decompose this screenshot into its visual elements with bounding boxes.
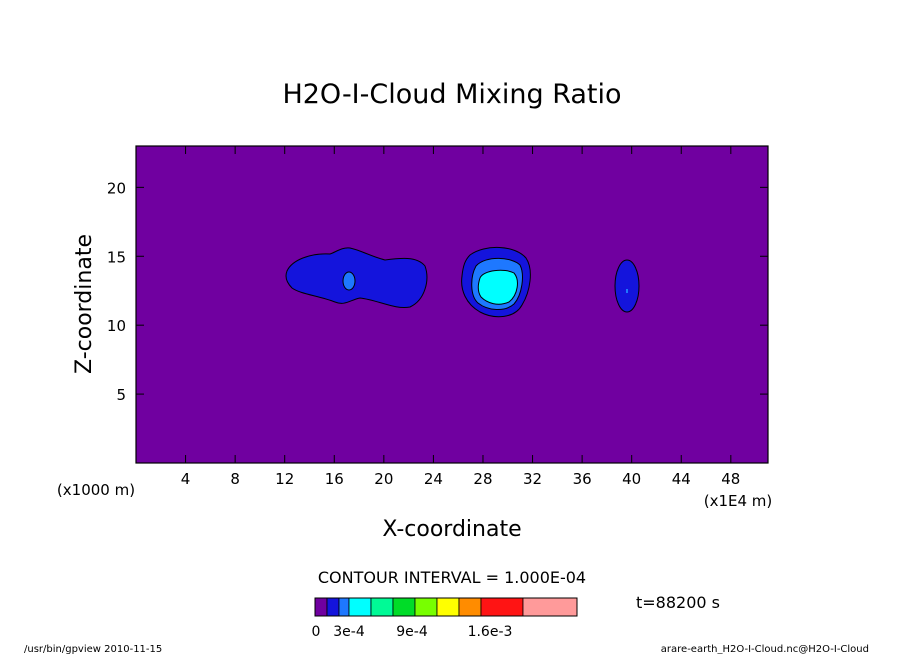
colorbar-frame bbox=[314, 597, 578, 617]
colorbar bbox=[314, 597, 578, 617]
y-axis: 5 10 15 20 bbox=[107, 179, 768, 404]
colorbar-swatch bbox=[392, 597, 416, 617]
y-tick-label: 5 bbox=[116, 386, 126, 404]
cloud-middle-core bbox=[477, 269, 518, 305]
plot-background bbox=[136, 146, 768, 463]
cloud-left-core bbox=[342, 271, 356, 291]
x-tick-label: 40 bbox=[622, 470, 641, 488]
colorbar-label: 0 bbox=[312, 624, 321, 640]
x-unit-left: (x1000 m) bbox=[57, 481, 135, 499]
colorbar-swatch bbox=[458, 597, 482, 617]
x-tick-label: 48 bbox=[721, 470, 740, 488]
x-tick-label: 44 bbox=[672, 470, 691, 488]
contour-interval-text: CONTOUR INTERVAL = 1.000E-04 bbox=[318, 568, 586, 587]
colorbar-swatch bbox=[480, 597, 524, 617]
x-tick-label: 28 bbox=[473, 470, 492, 488]
y-axis-label: Z-coordinate bbox=[72, 234, 97, 374]
x-tick-label: 32 bbox=[523, 470, 542, 488]
y-tick-label: 20 bbox=[107, 179, 126, 197]
colorbar-swatch bbox=[348, 597, 372, 617]
colorbar-label: 1.6e-3 bbox=[468, 624, 513, 640]
x-tick-label: 24 bbox=[424, 470, 443, 488]
colorbar-swatch bbox=[314, 597, 328, 617]
cloud-right-core bbox=[626, 289, 628, 293]
cloud-right-level1 bbox=[614, 259, 640, 313]
x-tick-label: 12 bbox=[275, 470, 294, 488]
cloud-left-level1 bbox=[285, 247, 428, 309]
colorbar-swatch bbox=[326, 597, 340, 617]
footer-left: /usr/bin/gpview 2010-11-15 bbox=[24, 644, 162, 654]
x-axis-label: X-coordinate bbox=[382, 517, 521, 542]
footer-right: arare-earth_H2O-I-Cloud.nc@H2O-I-Cloud bbox=[661, 644, 869, 654]
x-tick-label: 8 bbox=[230, 470, 240, 488]
chart-title: H2O-I-Cloud Mixing Ratio bbox=[282, 79, 621, 110]
colorbar-swatch bbox=[338, 597, 350, 617]
y-tick-label: 15 bbox=[107, 248, 126, 266]
plot-frame bbox=[135, 145, 769, 464]
colorbar-label: 3e-4 bbox=[333, 624, 365, 640]
colorbar-swatch bbox=[370, 597, 394, 617]
y-tick-label: 10 bbox=[107, 317, 126, 335]
x-tick-label: 4 bbox=[181, 470, 191, 488]
x-tick-label: 20 bbox=[374, 470, 393, 488]
x-unit-right: (x1E4 m) bbox=[704, 492, 773, 510]
cloud-contours bbox=[285, 246, 640, 318]
x-tick-label: 36 bbox=[573, 470, 592, 488]
colorbar-labels: 0 3e-4 9e-4 1.6e-3 bbox=[312, 624, 513, 640]
colorbar-swatch bbox=[522, 597, 578, 617]
colorbar-label: 9e-4 bbox=[396, 624, 428, 640]
x-axis: 4 8 12 16 20 24 28 32 36 40 44 48 bbox=[181, 146, 740, 488]
time-label: t=88200 s bbox=[636, 593, 720, 612]
colorbar-swatch bbox=[414, 597, 438, 617]
colorbar-swatch bbox=[436, 597, 460, 617]
x-tick-label: 16 bbox=[325, 470, 344, 488]
